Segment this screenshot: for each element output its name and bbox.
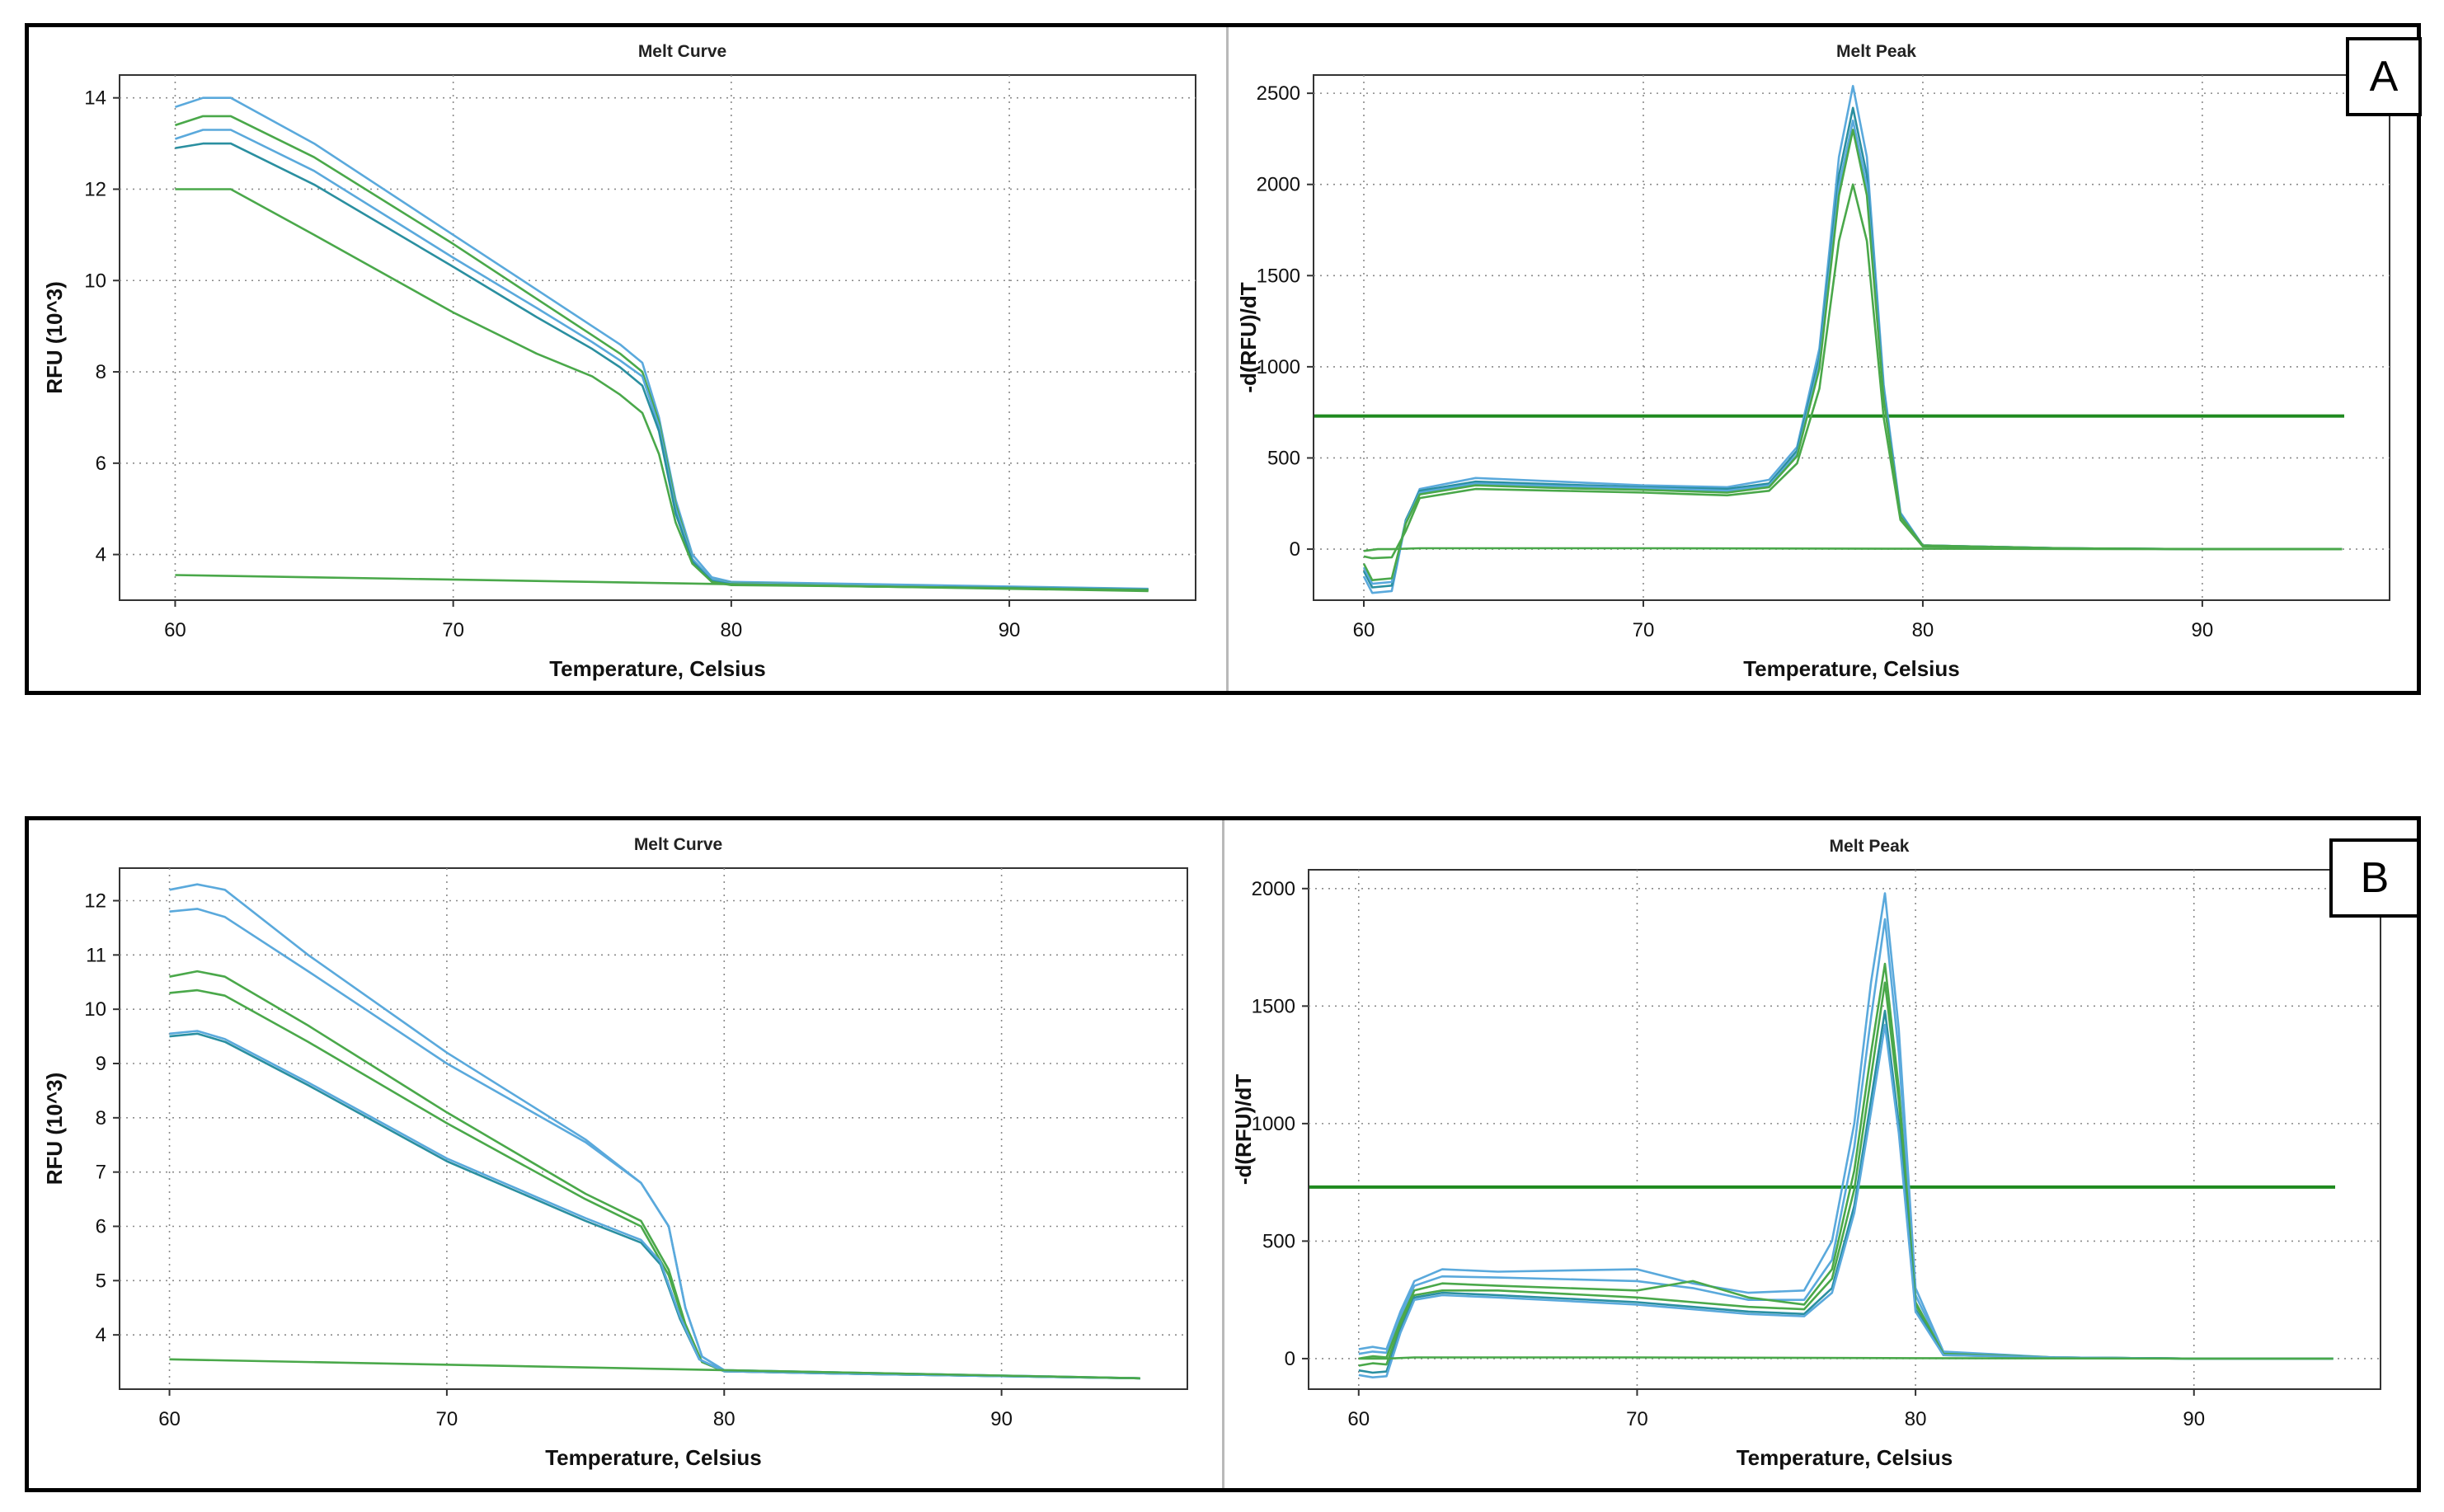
series-line-p1 bbox=[1358, 892, 2334, 1360]
y-tick-label: 500 bbox=[1267, 447, 1300, 469]
chart-title: Melt Peak bbox=[1830, 837, 1910, 856]
chart-title: Melt Curve bbox=[638, 42, 726, 61]
y-axis-label: RFU (10^3) bbox=[42, 281, 67, 394]
x-axis-label: Temperature, Celsius bbox=[549, 656, 766, 681]
x-axis-label: Temperature, Celsius bbox=[1743, 656, 1960, 681]
plot-area bbox=[1308, 869, 2381, 1390]
y-tick-label: 9 bbox=[96, 1053, 106, 1075]
x-tick-label: 80 bbox=[713, 1408, 736, 1430]
y-tick-label: 7 bbox=[96, 1162, 106, 1184]
x-tick-label: 60 bbox=[1347, 1408, 1370, 1430]
y-tick-label: 6 bbox=[96, 453, 106, 475]
y-tick-label: 4 bbox=[96, 1324, 106, 1346]
x-tick-label: 80 bbox=[1905, 1408, 1927, 1430]
y-tick-label: 8 bbox=[96, 1107, 106, 1129]
x-axis-label: Temperature, Celsius bbox=[1737, 1445, 1953, 1470]
melt-peak-chart-b: Melt Peak 60 70 80 90 0 500 1000 1500 2000 Tempera… bbox=[1231, 837, 2381, 1470]
series-line-NTC bbox=[175, 574, 1149, 593]
series-line-p6 bbox=[1358, 1023, 2334, 1378]
x-tick-label: 90 bbox=[2183, 1408, 2205, 1430]
y-tick-label: 1500 bbox=[1257, 265, 1300, 287]
melt-curve-chart-a: Melt Curve 60 70 80 90 4 6 8 10 12 14 Temperature, … bbox=[42, 42, 1196, 681]
x-tick-label: 80 bbox=[721, 619, 743, 641]
x-tick-label: 80 bbox=[1912, 619, 1934, 641]
series-line-s6 bbox=[169, 1030, 1140, 1380]
y-tick-label: 14 bbox=[84, 87, 106, 110]
x-tick-label: 60 bbox=[1353, 619, 1375, 641]
chart-title: Melt Curve bbox=[634, 835, 722, 854]
y-axis-label: -d(RFU)/dT bbox=[1231, 1074, 1256, 1185]
x-tick-label: 90 bbox=[999, 619, 1021, 641]
y-tick-label: 2000 bbox=[1257, 174, 1300, 196]
y-tick-label: 1000 bbox=[1252, 1113, 1295, 1135]
figure-panel-b: Melt Curve 60 70 80 90 4 5 6 7 8 9 10 11 12 Temperatur… bbox=[25, 816, 2421, 1492]
y-tick-label: 4 bbox=[96, 544, 106, 566]
x-axis-label: Temperature, Celsius bbox=[545, 1445, 762, 1470]
y-tick-label: 2000 bbox=[1252, 878, 1295, 900]
y-tick-label: 1000 bbox=[1257, 356, 1300, 378]
y-tick-label: 0 bbox=[1290, 538, 1300, 561]
y-tick-label: 10 bbox=[84, 270, 106, 292]
series-line-s1 bbox=[174, 96, 1149, 590]
series-line-NTC bbox=[169, 1358, 1140, 1380]
series-line-NTC bbox=[1363, 547, 2343, 552]
plot-area bbox=[1313, 74, 2390, 601]
y-tick-label: 12 bbox=[84, 178, 106, 200]
panel-divider bbox=[1226, 27, 1229, 691]
y-tick-label: 6 bbox=[96, 1216, 106, 1238]
x-tick-label: 70 bbox=[442, 619, 464, 641]
series-line-NTC bbox=[1358, 1356, 2334, 1360]
y-tick-label: 0 bbox=[1285, 1348, 1295, 1370]
panel-divider bbox=[1222, 820, 1224, 1488]
x-tick-label: 60 bbox=[158, 1408, 181, 1430]
figure-panel-a: Melt Curve 60 70 80 90 4 6 8 10 12 14 Temperature, … bbox=[25, 23, 2422, 695]
y-tick-label: 11 bbox=[86, 944, 106, 966]
series-line-p4 bbox=[1358, 981, 2334, 1367]
series-line-p2 bbox=[1358, 918, 2334, 1360]
y-tick-label: 2500 bbox=[1257, 82, 1300, 105]
chart-title: Melt Peak bbox=[1836, 42, 1916, 61]
series-line-p4 bbox=[1362, 129, 2343, 581]
y-tick-label: 5 bbox=[96, 1270, 106, 1292]
x-tick-label: 90 bbox=[2192, 619, 2214, 641]
panel-label-a: A bbox=[2346, 37, 2422, 116]
melt-peak-chart-a: Melt Peak 60 70 80 90 0 500 1000 1500 2000 2500 Tem… bbox=[1236, 42, 2390, 681]
melt-curve-chart-b: Melt Curve 60 70 80 90 4 5 6 7 8 9 10 11 12 Temperatur… bbox=[42, 835, 1188, 1470]
y-tick-label: 8 bbox=[96, 361, 106, 383]
y-axis-label: -d(RFU)/dT bbox=[1236, 282, 1261, 392]
y-tick-label: 12 bbox=[84, 890, 106, 913]
x-tick-label: 70 bbox=[436, 1408, 458, 1430]
panel-label-b: B bbox=[2329, 838, 2420, 918]
series-line-p5 bbox=[1363, 183, 2343, 560]
plot-area bbox=[119, 867, 1188, 1390]
x-tick-label: 60 bbox=[164, 619, 186, 641]
y-tick-label: 500 bbox=[1262, 1230, 1295, 1252]
y-tick-label: 1500 bbox=[1252, 995, 1295, 1017]
y-axis-label: RFU (10^3) bbox=[42, 1073, 67, 1186]
x-tick-label: 90 bbox=[990, 1408, 1013, 1430]
y-tick-label: 10 bbox=[84, 998, 106, 1021]
x-tick-label: 70 bbox=[1633, 619, 1655, 641]
x-tick-label: 70 bbox=[1626, 1408, 1648, 1430]
